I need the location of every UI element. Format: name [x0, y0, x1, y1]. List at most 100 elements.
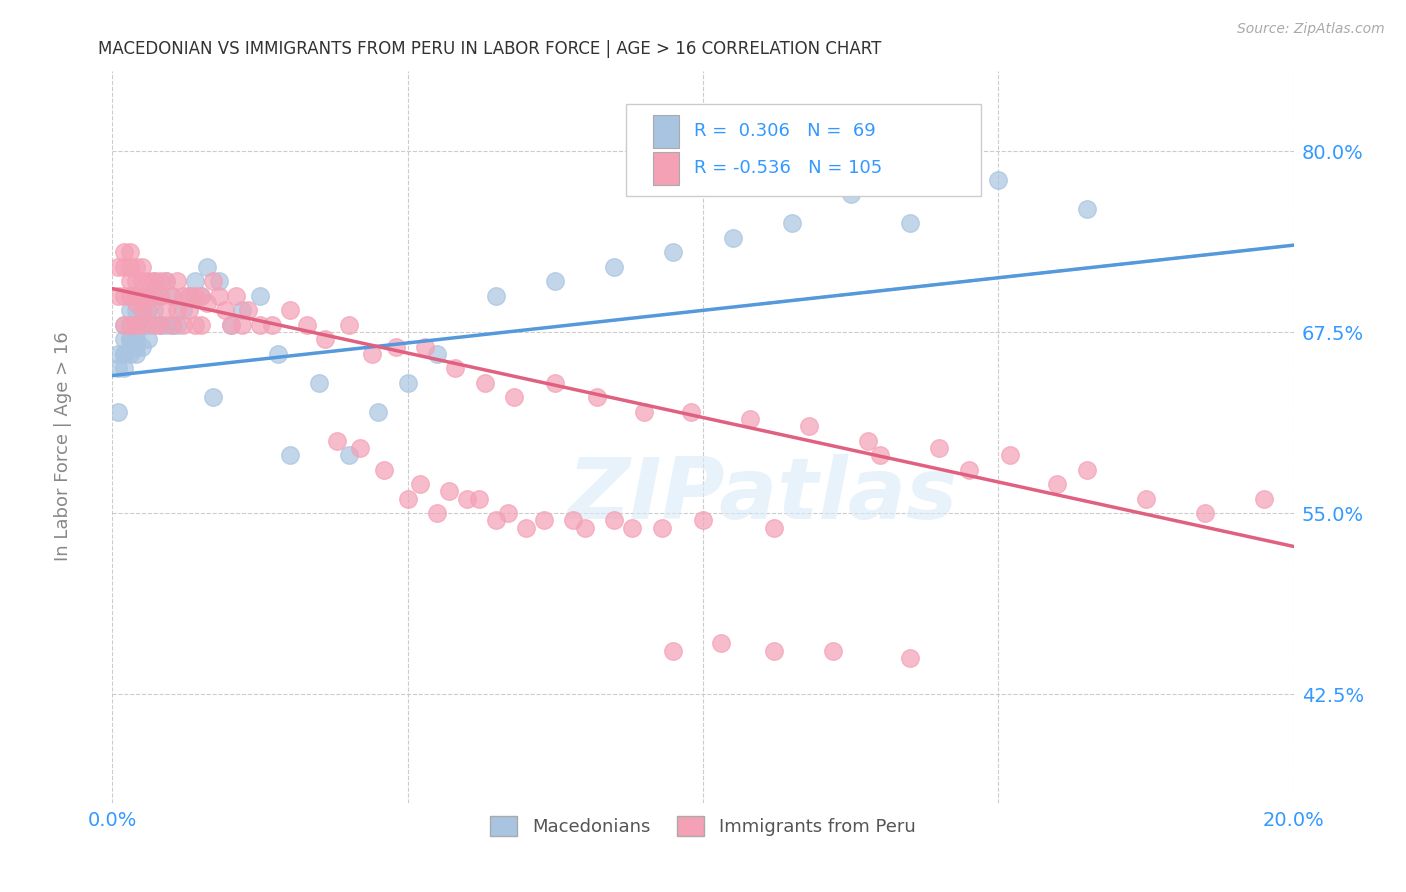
Point: [662, 644, 685, 658]
Point: [120, 245, 142, 260]
Text: In Labor Force | Age > 16: In Labor Force | Age > 16: [55, 331, 72, 561]
Text: R =  0.306   N =  69: R = 0.306 N = 69: [693, 122, 876, 140]
Point: [426, 506, 449, 520]
Point: [112, 289, 135, 303]
Point: [149, 318, 172, 332]
Point: [633, 405, 655, 419]
Text: R = -0.536   N = 105: R = -0.536 N = 105: [693, 159, 882, 177]
Point: [297, 318, 319, 332]
Point: [125, 340, 148, 354]
Point: [278, 448, 301, 462]
Point: [112, 347, 135, 361]
Point: [120, 274, 142, 288]
Point: [142, 274, 165, 288]
Point: [131, 289, 153, 303]
Point: [515, 520, 537, 534]
Point: [1076, 463, 1098, 477]
Point: [651, 520, 673, 534]
Point: [249, 289, 271, 303]
Point: [131, 340, 153, 354]
Point: [136, 274, 159, 288]
Point: [190, 318, 212, 332]
Point: [225, 289, 247, 303]
Point: [131, 274, 153, 288]
Point: [179, 289, 201, 303]
Point: [361, 347, 384, 361]
Point: [662, 245, 685, 260]
Point: [107, 347, 129, 361]
Text: MACEDONIAN VS IMMIGRANTS FROM PERU IN LABOR FORCE | AGE > 16 CORRELATION CHART: MACEDONIAN VS IMMIGRANTS FROM PERU IN LA…: [98, 40, 882, 58]
Point: [125, 347, 148, 361]
Point: [898, 651, 921, 665]
Point: [474, 376, 496, 390]
Point: [621, 520, 644, 534]
Point: [681, 405, 703, 419]
Point: [278, 303, 301, 318]
Point: [142, 274, 165, 288]
Point: [308, 376, 330, 390]
Point: [184, 274, 207, 288]
Point: [821, 644, 844, 658]
Point: [762, 644, 785, 658]
Point: [190, 289, 212, 303]
Point: [112, 260, 135, 274]
Point: [120, 303, 142, 318]
Point: [437, 484, 460, 499]
Point: [125, 274, 148, 288]
Point: [444, 361, 467, 376]
Point: [799, 419, 821, 434]
Point: [155, 274, 177, 288]
Point: [238, 303, 260, 318]
Point: [485, 513, 508, 527]
Point: [160, 289, 183, 303]
Point: [112, 347, 135, 361]
Point: [131, 318, 153, 332]
Point: [120, 332, 142, 346]
Point: [208, 274, 231, 288]
Point: [136, 303, 159, 318]
Point: [349, 441, 371, 455]
Point: [1194, 506, 1216, 520]
Point: [125, 318, 148, 332]
Point: [839, 187, 862, 202]
Point: [179, 289, 201, 303]
Point: [179, 303, 201, 318]
Point: [544, 376, 567, 390]
Point: [326, 434, 349, 448]
Point: [201, 390, 224, 404]
Point: [195, 296, 218, 310]
Point: [149, 274, 172, 288]
Point: [544, 274, 567, 288]
Point: [112, 245, 135, 260]
Point: [120, 289, 142, 303]
Point: [142, 318, 165, 332]
Point: [155, 318, 177, 332]
Point: [120, 289, 142, 303]
Point: [120, 318, 142, 332]
Point: [120, 260, 142, 274]
Point: [396, 376, 419, 390]
Point: [1135, 491, 1157, 506]
Point: [762, 520, 785, 534]
Point: [160, 318, 183, 332]
Point: [131, 318, 153, 332]
Point: [125, 260, 148, 274]
Point: [112, 318, 135, 332]
Point: [131, 303, 153, 318]
Point: [337, 318, 360, 332]
Point: [125, 325, 148, 339]
Point: [219, 318, 242, 332]
Point: [603, 260, 626, 274]
Point: [125, 318, 148, 332]
Point: [120, 332, 142, 346]
Point: [721, 231, 744, 245]
Point: [456, 491, 478, 506]
Point: [869, 448, 891, 462]
Point: [231, 318, 253, 332]
Point: [485, 289, 508, 303]
Point: [957, 463, 980, 477]
Point: [201, 274, 224, 288]
Point: [131, 260, 153, 274]
Point: [496, 506, 519, 520]
Point: [385, 340, 408, 354]
